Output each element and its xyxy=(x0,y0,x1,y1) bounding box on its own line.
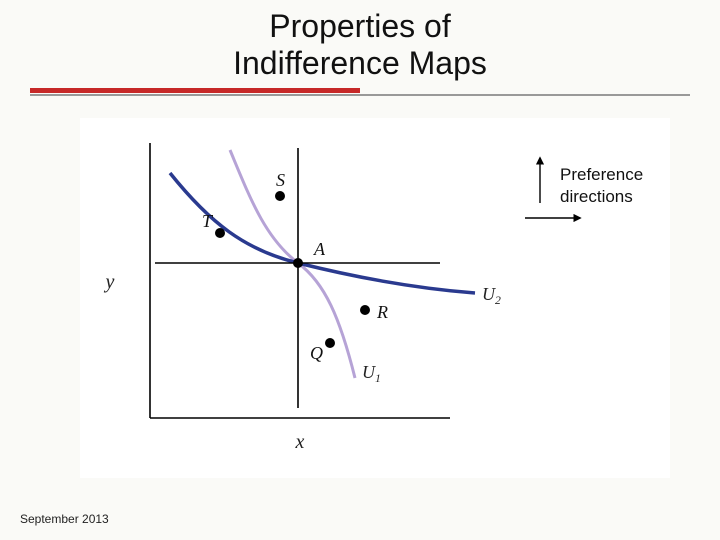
curve-u2-label: U2 xyxy=(482,284,501,307)
point-r-label: R xyxy=(376,302,388,322)
point-t-label: T xyxy=(202,211,214,231)
y-axis-label: y xyxy=(104,271,115,293)
indifference-chart: x y U1 U2 A S T R Q Preference directions xyxy=(80,118,670,478)
point-q xyxy=(325,338,335,348)
footer-date: September 2013 xyxy=(20,512,109,526)
x-axis-label: x xyxy=(295,431,305,453)
curve-u1 xyxy=(230,150,355,378)
curve-u1-label: U1 xyxy=(362,362,381,385)
preference-label-1: Preference xyxy=(560,165,643,184)
point-r xyxy=(360,305,370,315)
preference-label-2: directions xyxy=(560,187,633,206)
point-a-label: A xyxy=(313,239,326,259)
point-t xyxy=(215,228,225,238)
title-line-1: Properties of xyxy=(0,8,720,45)
title-line-2: Indifference Maps xyxy=(0,45,720,82)
point-q-label: Q xyxy=(310,343,323,363)
title-rule xyxy=(0,88,720,98)
point-a xyxy=(293,258,303,268)
point-s-label: S xyxy=(276,170,285,190)
point-s xyxy=(275,191,285,201)
